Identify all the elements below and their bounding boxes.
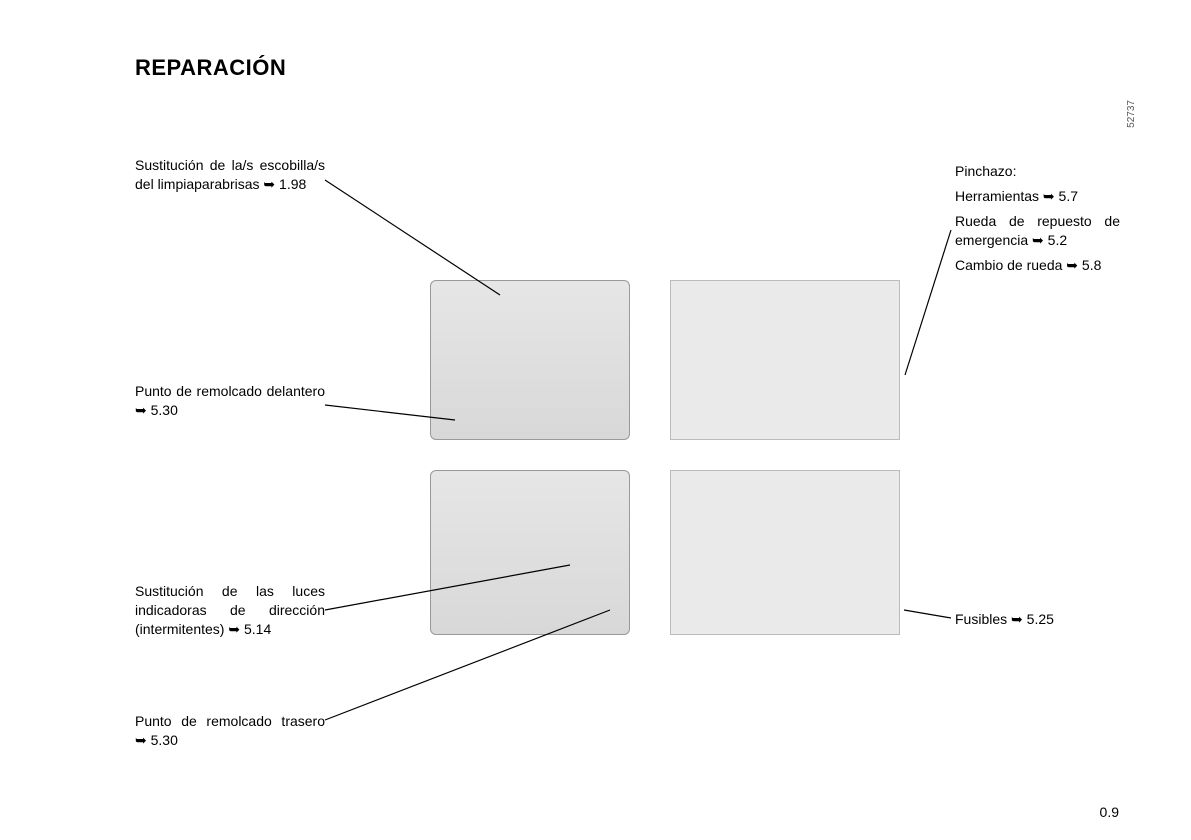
label-ref: ➥ 5.30 (135, 402, 178, 418)
label-ref: ➥ 1.98 (263, 176, 306, 192)
arrow-icon: ➥ (135, 732, 147, 748)
arrow-icon: ➥ (1066, 257, 1078, 273)
label-wipers: Sustitución de la/s escobilla/s del limp… (135, 156, 325, 194)
interior-illustration (670, 470, 900, 635)
arrow-icon: ➥ (263, 176, 275, 192)
label-front-tow: Punto de remolcado delantero ➥ 5.30 (135, 382, 325, 420)
arrow-icon: ➥ (1032, 232, 1044, 248)
arrow-icon: ➥ (1043, 188, 1055, 204)
car-front-illustration (430, 280, 630, 440)
arrow-icon: ➥ (135, 402, 147, 418)
label-indicators: Sustitución de las luces indicadoras de … (135, 582, 325, 639)
arrow-icon: ➥ (228, 621, 240, 637)
label-ref: ➥ 5.25 (1011, 611, 1054, 627)
label-text: Fusibles (955, 611, 1007, 627)
manual-page: REPARACIÓN 52737 0.9 Sustitución de la/s… (0, 0, 1191, 840)
image-code: 52737 (1126, 100, 1137, 128)
label-rear-tow: Punto de remolcado trasero ➥ 5.30 (135, 712, 325, 750)
car-rear-illustration (430, 470, 630, 635)
label-text: Punto de remolcado delantero (135, 383, 325, 399)
label-wheel-change: Cambio de rueda ➥ 5.8 (955, 256, 1120, 275)
tools-illustration (670, 280, 900, 440)
label-ref: ➥ 5.30 (135, 732, 178, 748)
arrow-icon: ➥ (1011, 611, 1023, 627)
label-text: Punto de remolcado trasero (135, 713, 325, 729)
label-spare: Rueda de repuesto de emergencia ➥ 5.2 (955, 212, 1120, 250)
page-number: 0.9 (1100, 804, 1119, 820)
page-title: REPARACIÓN (135, 55, 286, 81)
label-fuses: Fusibles ➥ 5.25 (955, 610, 1120, 629)
label-ref: ➥ 5.14 (228, 621, 271, 637)
label-tools: Herramientas ➥ 5.7 (955, 187, 1120, 206)
label-right-block: Pinchazo: Herramientas ➥ 5.7 Rueda de re… (955, 162, 1120, 274)
label-puncture: Pinchazo: (955, 162, 1120, 181)
